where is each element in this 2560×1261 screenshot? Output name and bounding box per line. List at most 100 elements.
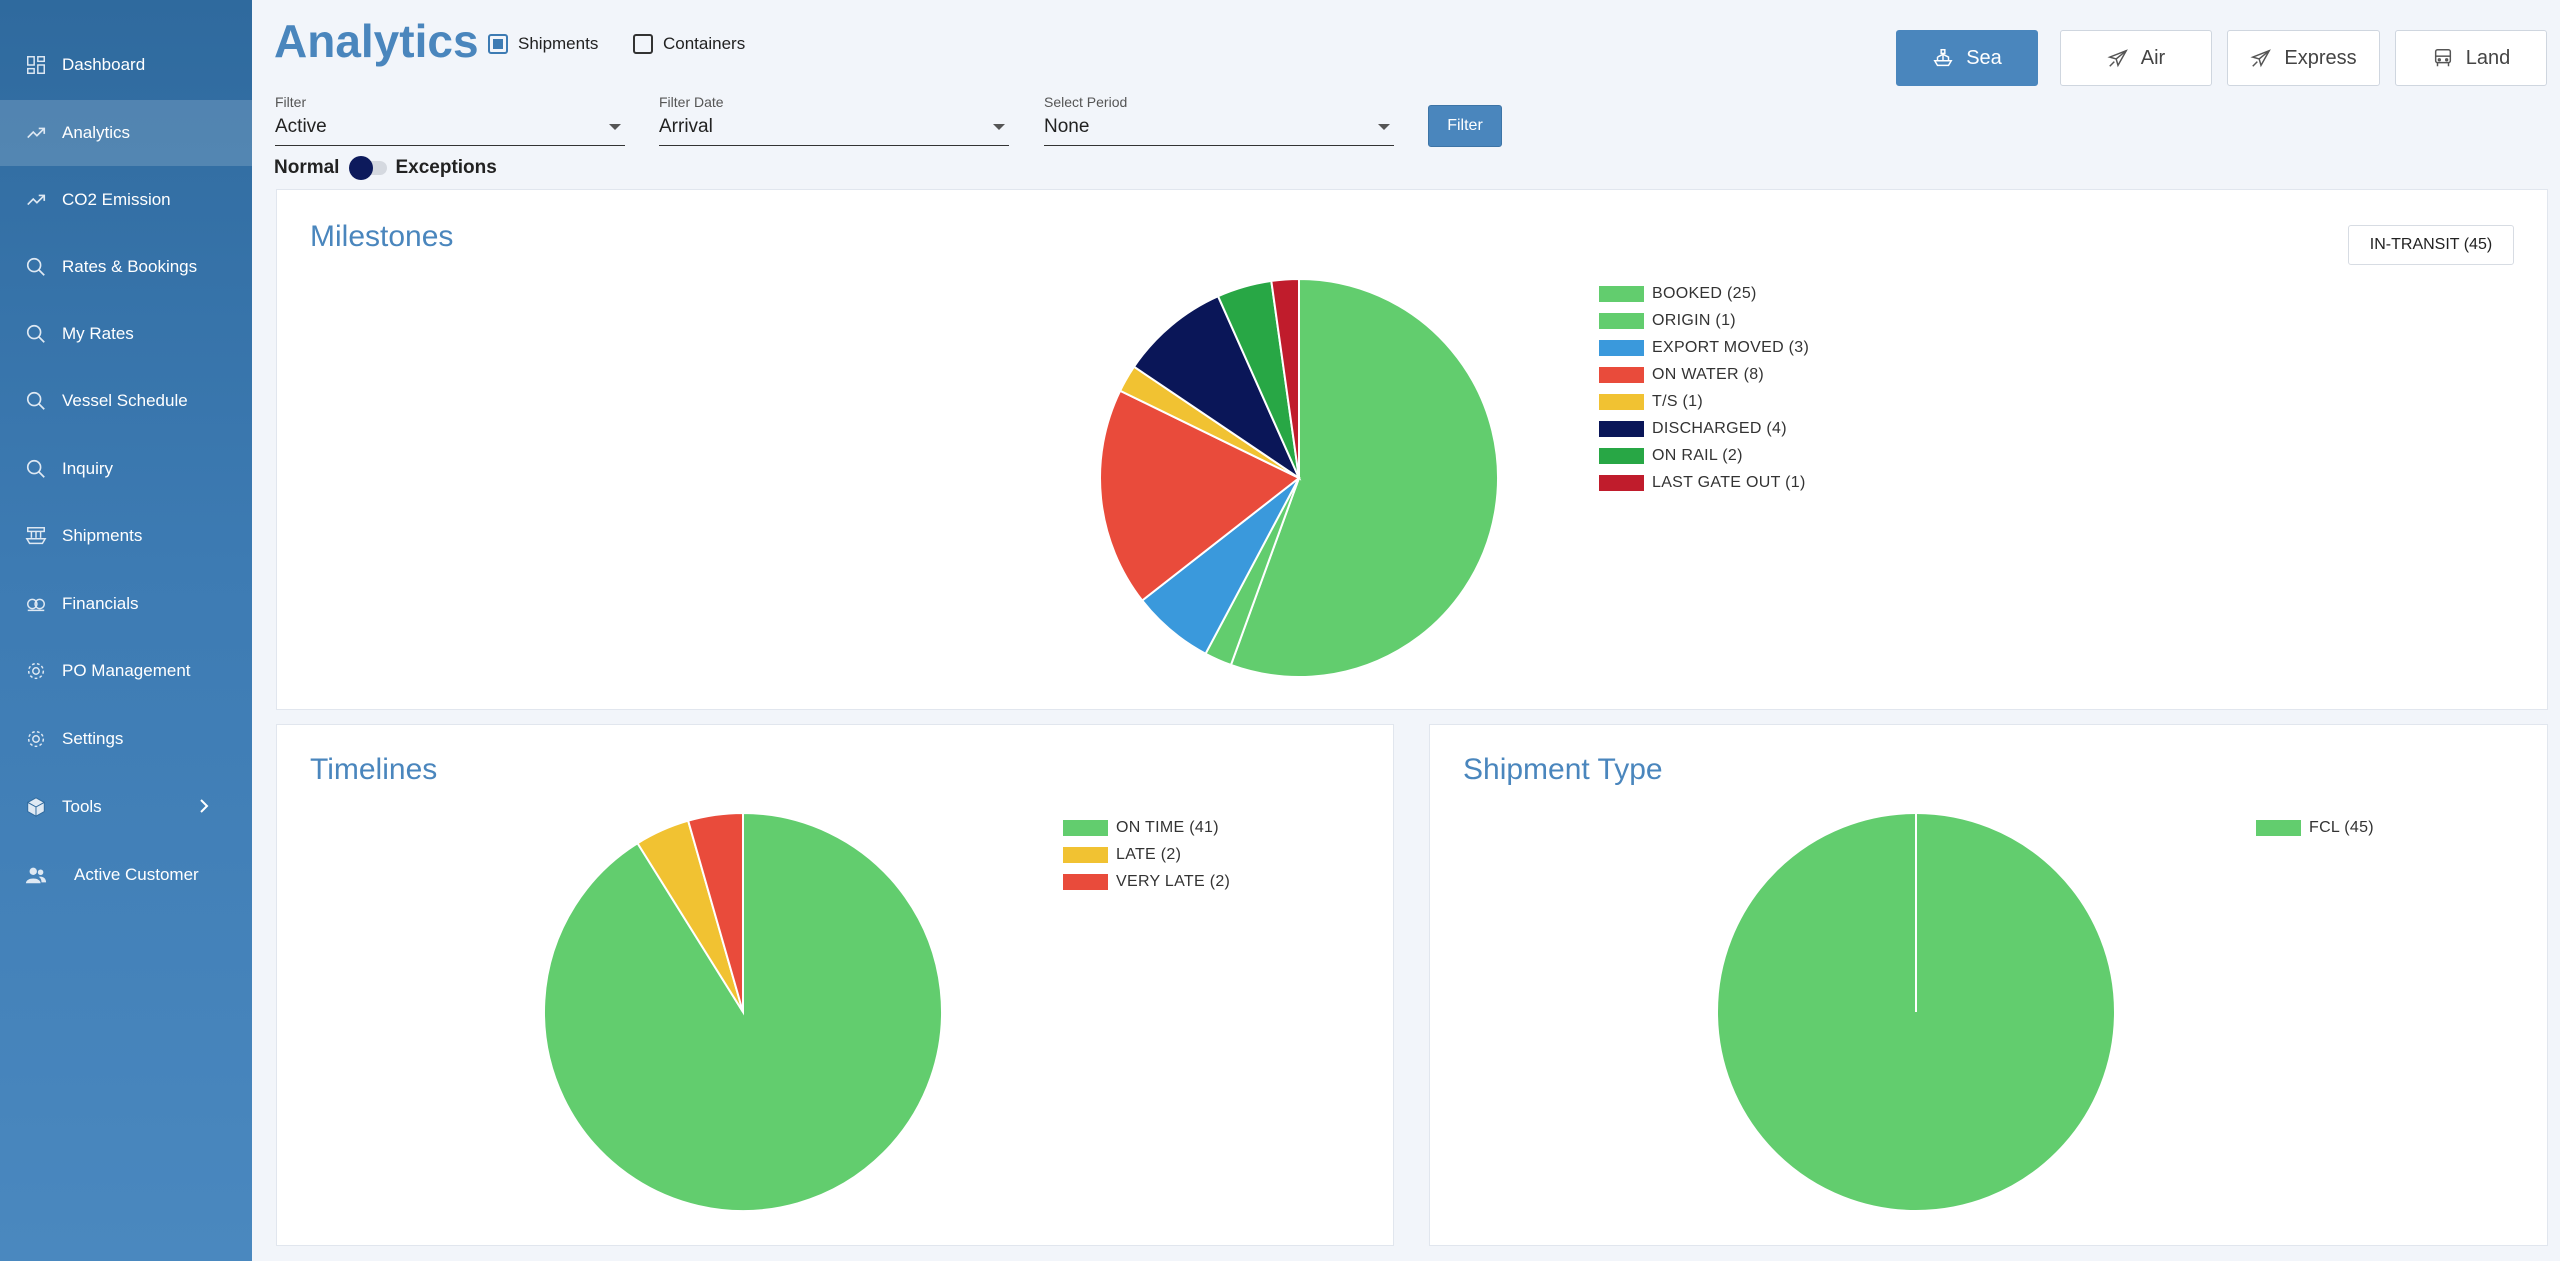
legend-item-booked[interactable]: BOOKED (25) [1599,280,1809,307]
caret-down-icon [1378,124,1390,130]
filter-date-label: Filter Date [659,94,724,110]
legend-swatch [1599,285,1644,302]
legend-swatch [1063,873,1108,890]
plane-icon [2107,49,2128,68]
sidebar-item-dashboard[interactable]: Dashboard [0,32,252,98]
sidebar-item-settings[interactable]: Settings [0,706,252,772]
legend-label: ON WATER (8) [1652,365,1765,383]
sidebar-item-co2-emission[interactable]: CO2 Emission [0,167,252,233]
filter-date-select[interactable]: Filter Date Arrival [659,92,1009,146]
in-transit-badge[interactable]: IN-TRANSIT (45) [2348,225,2514,265]
search-icon [24,457,48,481]
containers-checkbox-label: Containers [663,34,746,53]
legend-item-on-rail[interactable]: ON RAIL (2) [1599,442,1809,469]
milestones-card: Milestones IN-TRANSIT (45) BOOKED (25) OR… [276,189,2548,710]
sidebar-item-label: My Rates [62,324,134,343]
milestones-legend: BOOKED (25) ORIGIN (1) EXPORT MOVED (3) ON … [1599,280,1809,496]
filter-button[interactable]: Filter [1428,105,1502,147]
shipment-type-pie-chart [1716,812,2116,1212]
containers-checkbox[interactable]: Containers [633,34,745,54]
sidebar: Dashboard Analytics CO2 Emission Rates &… [0,0,252,1261]
sidebar-item-active-customer[interactable]: Active Customer [0,842,252,908]
legend-item-on-water[interactable]: ON WATER (8) [1599,361,1809,388]
pie-slice-discharged[interactable] [1132,294,1302,481]
shipments-checkbox[interactable]: Shipments [488,34,598,54]
page-title: Analytics [274,15,479,67]
pie-slice-very-late[interactable] [686,811,744,1013]
mode-air-button[interactable]: Air [2060,30,2212,86]
cube-icon [24,795,48,819]
pie-slice-booked[interactable] [1229,277,1499,678]
legend-item-fcl[interactable]: FCL (45) [2256,814,2374,841]
legend-item-very-late[interactable]: VERY LATE (2) [1063,868,1230,895]
mode-land-button[interactable]: Land [2395,30,2547,86]
shipment-type-card: Shipment Type FCL (45) [1429,724,2548,1246]
legend-item-last-gate-out[interactable]: LAST GATE OUT (1) [1599,469,1809,496]
sidebar-item-vessel-schedule[interactable]: Vessel Schedule [0,368,252,434]
select-period-select[interactable]: Select Period None [1044,92,1394,146]
sidebar-item-label: Inquiry [62,459,114,478]
truck-icon [2434,49,2451,67]
sidebar-item-label: Analytics [62,123,131,142]
chevron-right-icon [200,799,209,813]
toggle-normal-label: Normal [274,157,340,178]
legend-label: FCL (45) [2309,818,2374,836]
legend-label: ON TIME (41) [1116,818,1219,836]
legend-item-t-s[interactable]: T/S (1) [1599,388,1809,415]
sidebar-item-po-management[interactable]: PO Management [0,638,252,704]
mode-air-label: Air [2140,46,2166,69]
filter-date-value: Arrival [659,116,713,137]
pie-slice-last-gate-out[interactable] [1270,277,1300,479]
sidebar-item-tools[interactable]: Tools [0,774,252,840]
milestones-pie-chart [1099,277,1499,678]
sidebar-item-label: Vessel Schedule [62,391,188,410]
timelines-pie-chart [543,811,943,1212]
legend-swatch [1063,819,1108,836]
trending-up-icon [24,188,48,212]
sidebar-item-financials[interactable]: Financials [0,571,252,637]
sidebar-item-label: Dashboard [62,55,146,74]
gear-icon [24,659,48,683]
filter-select-label: Filter [275,94,307,110]
legend-swatch [1599,474,1644,491]
mode-express-button[interactable]: Express [2227,30,2380,86]
legend-swatch [1599,447,1644,464]
search-icon [24,389,48,413]
legend-item-late[interactable]: LATE (2) [1063,841,1230,868]
mode-sea-button[interactable]: Sea [1896,30,2038,86]
search-icon [24,322,48,346]
legend-swatch [1599,366,1644,383]
legend-swatch [1063,846,1108,863]
sidebar-item-analytics[interactable]: Analytics [0,100,252,166]
search-icon [24,255,48,279]
sidebar-item-shipments[interactable]: Shipments [0,503,252,569]
mode-land-label: Land [2465,46,2511,69]
legend-item-origin[interactable]: ORIGIN (1) [1599,307,1809,334]
exceptions-toggle[interactable] [349,156,389,180]
legend-item-on-time[interactable]: ON TIME (41) [1063,814,1230,841]
mode-express-label: Express [2284,46,2357,69]
timelines-card: Timelines ON TIME (41) LATE (2) VERY LATE … [276,724,1394,1246]
pie-slice-on-water[interactable] [1099,389,1301,602]
dashboard-icon [24,53,48,77]
sidebar-item-label: PO Management [62,661,191,680]
legend-label: EXPORT MOVED (3) [1652,338,1810,356]
gear-icon [24,727,48,751]
caret-down-icon [609,124,621,130]
filter-select[interactable]: Filter Active [275,92,625,146]
shipment-type-title: Shipment Type [1463,753,1663,786]
ship-icon [1933,49,1953,67]
legend-label: ORIGIN (1) [1652,311,1736,329]
timelines-title: Timelines [310,753,438,786]
legend-label: ON RAIL (2) [1652,446,1743,464]
sidebar-item-inquiry[interactable]: Inquiry [0,436,252,502]
toggle-knob [349,156,374,180]
money-icon [24,592,48,616]
legend-label: BOOKED (25) [1652,284,1757,302]
sidebar-item-rates-bookings[interactable]: Rates & Bookings [0,234,252,300]
legend-item-export-moved[interactable]: EXPORT MOVED (3) [1599,334,1809,361]
ship-icon [24,524,48,548]
legend-item-discharged[interactable]: DISCHARGED (4) [1599,415,1809,442]
sidebar-item-my-rates[interactable]: My Rates [0,301,252,367]
sidebar-item-label: Settings [62,729,124,748]
